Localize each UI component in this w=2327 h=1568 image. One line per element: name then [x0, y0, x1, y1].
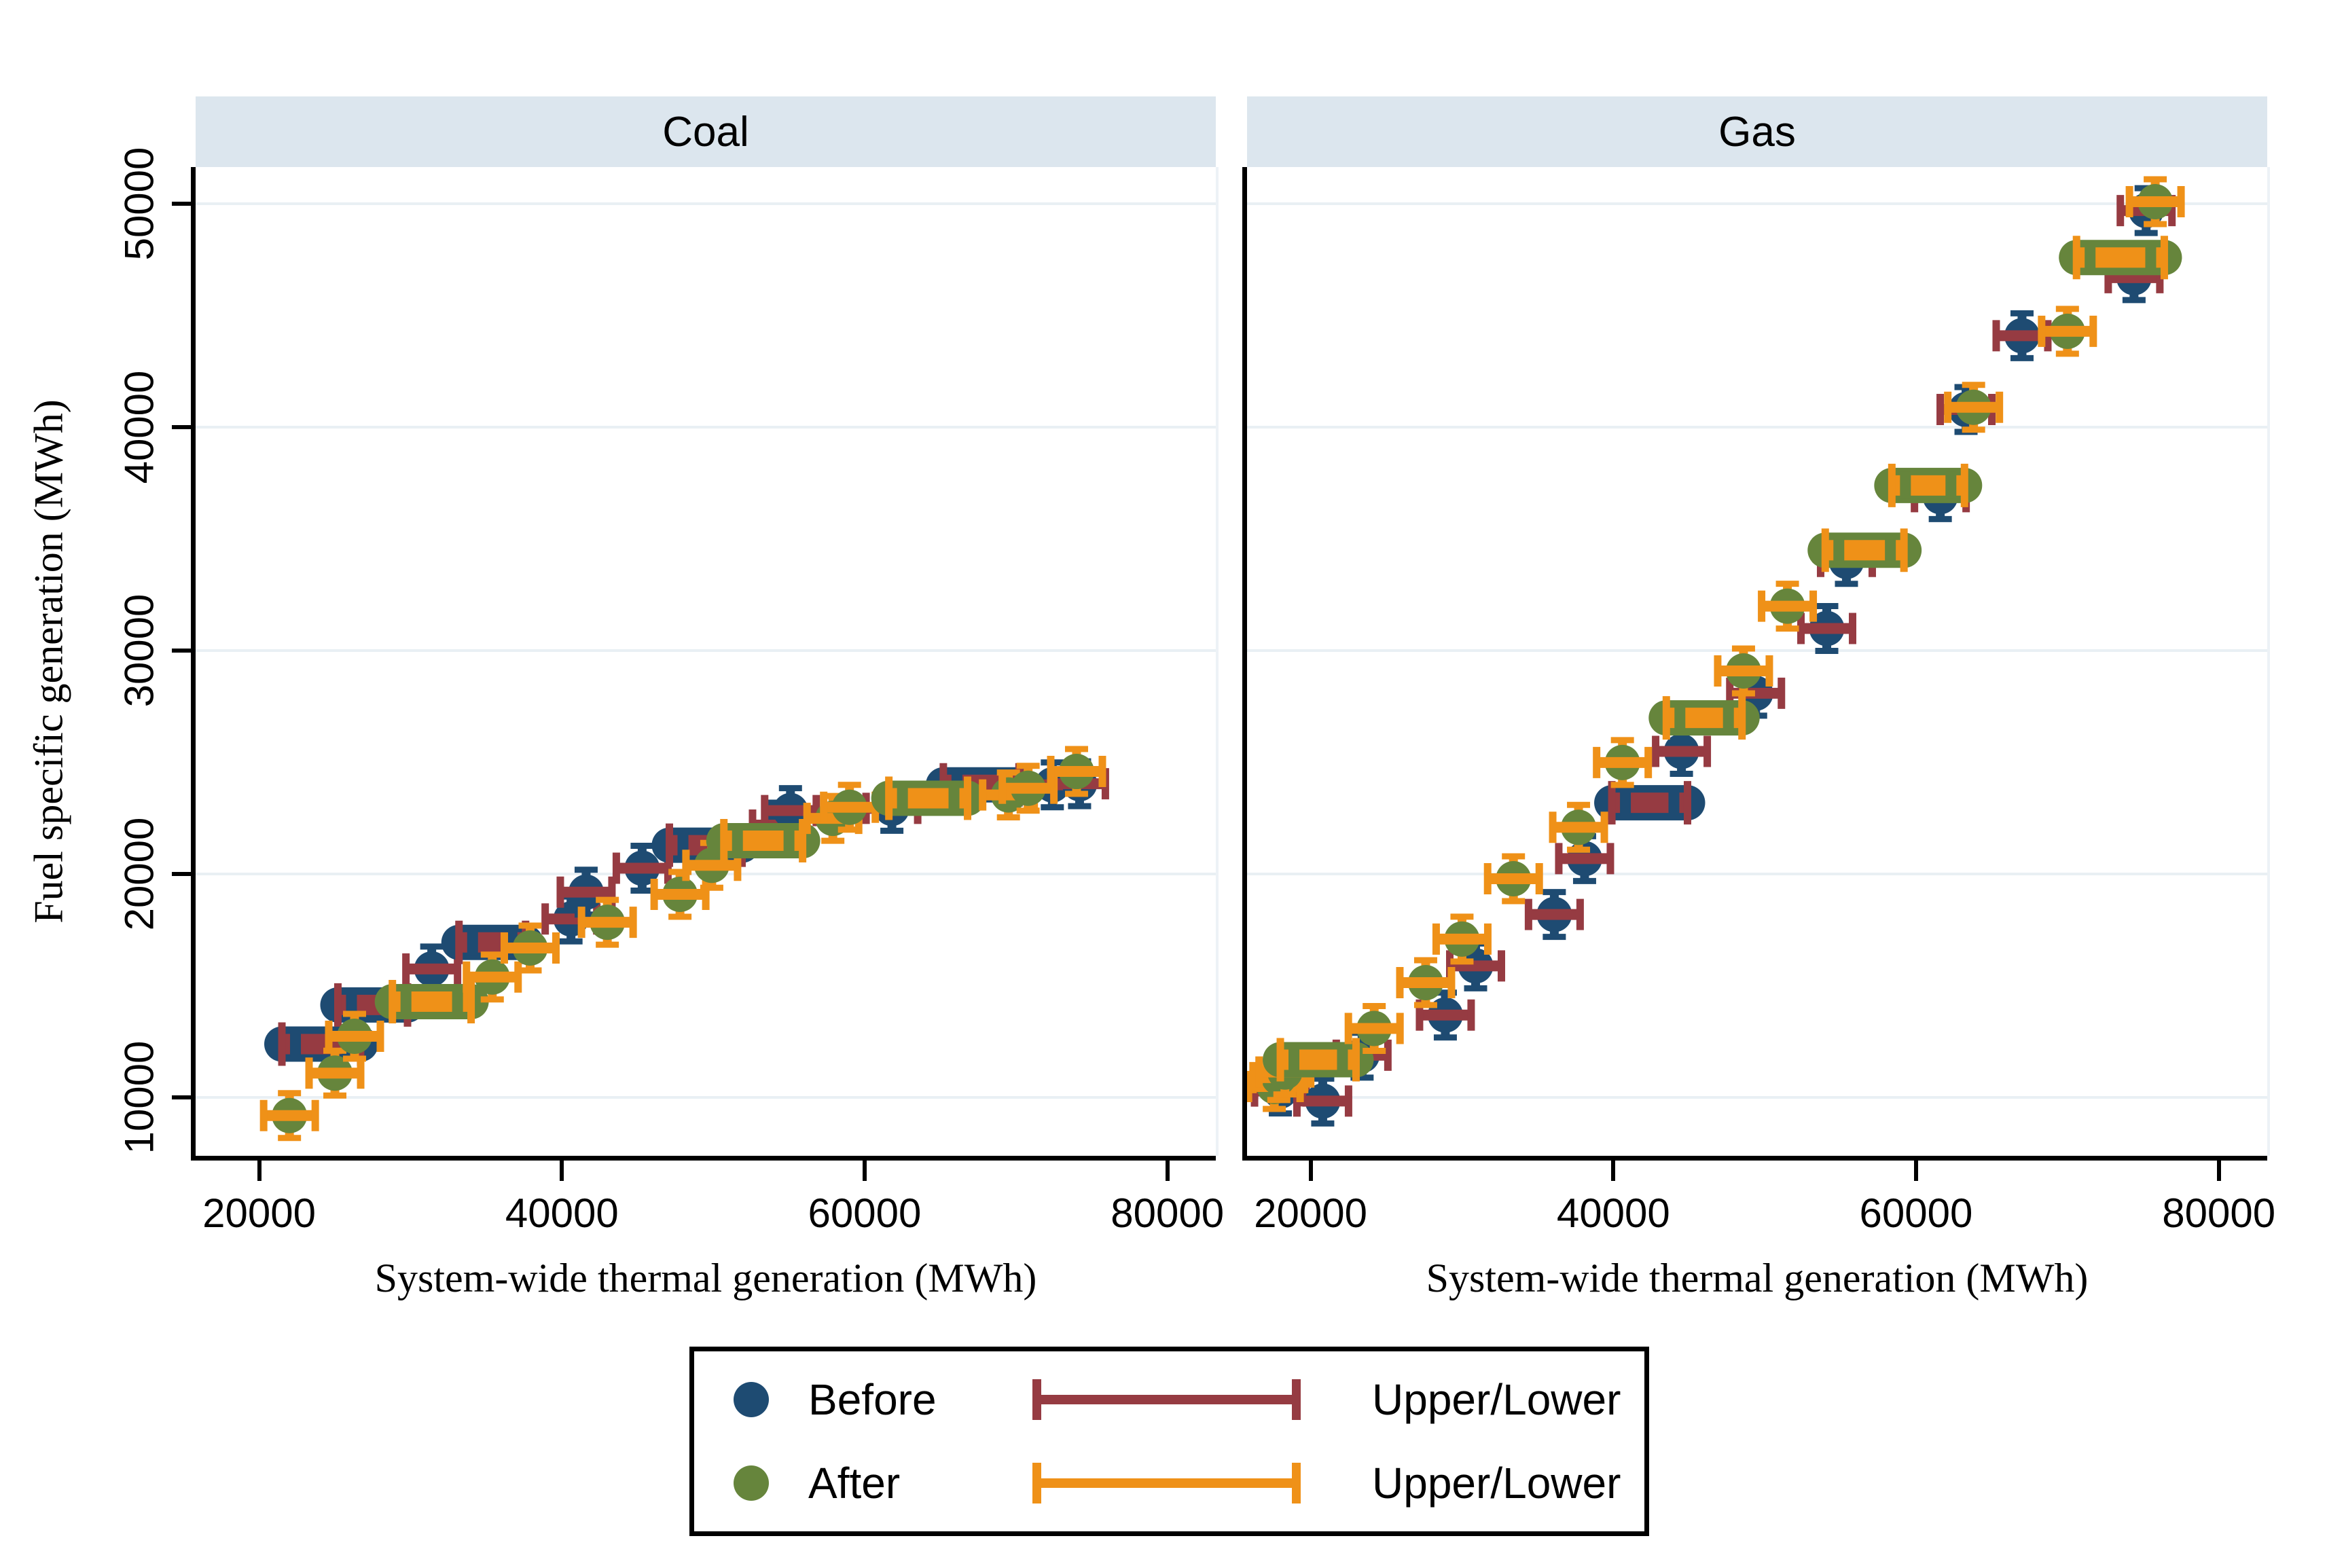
- legend-label-after: After: [808, 1458, 901, 1508]
- gridline: [1247, 1096, 2267, 1099]
- y-tick-mark: [172, 872, 191, 877]
- x-axis-spine: [1242, 1156, 2267, 1161]
- y-axis-title: Fuel specific generation (MWh): [26, 399, 71, 924]
- legend-label-upper-lower-2: Upper/Lower: [1372, 1458, 1621, 1508]
- errorbar-line: [1032, 1395, 1301, 1405]
- gridline: [1247, 649, 2267, 653]
- y-tick-label: 30000: [116, 594, 162, 708]
- upper-lower-maroon-errorbar-swatch: [1032, 1379, 1301, 1421]
- errorbar-line: [1032, 1478, 1301, 1488]
- x-tick-label: 40000: [1556, 1190, 1670, 1236]
- y-tick-mark: [172, 425, 191, 430]
- y-tick-label: 20000: [116, 817, 162, 931]
- panel-title-gas: Gas: [1718, 108, 1796, 156]
- panel-title-strip-gas: Gas: [1247, 96, 2267, 167]
- y-tick-label: 10000: [116, 1041, 162, 1154]
- gridline: [196, 649, 1216, 653]
- legend-label-before: Before: [808, 1375, 937, 1425]
- x-tick-mark: [257, 1161, 261, 1181]
- x-tick-label: 60000: [808, 1190, 922, 1236]
- errorbar-right-cap: [1292, 1379, 1301, 1421]
- x-tick-mark: [1611, 1161, 1616, 1181]
- gridline: [1247, 873, 2267, 876]
- x-tick-mark: [862, 1161, 867, 1181]
- y-axis-spine: [191, 167, 196, 1161]
- y-tick-label: 50000: [116, 147, 162, 261]
- plot-right-edge: [1216, 167, 1219, 1156]
- x-tick-label: 20000: [1254, 1190, 1368, 1236]
- gridline: [1247, 202, 2267, 206]
- x-axis-title-gas: System-wide thermal generation (MWh): [1426, 1256, 2089, 1300]
- x-tick-label: 80000: [2162, 1190, 2276, 1236]
- plot-right-edge: [2267, 167, 2270, 1156]
- y-tick-label: 40000: [116, 370, 162, 484]
- gridline: [196, 1096, 1216, 1099]
- gridline: [196, 426, 1216, 429]
- y-tick-mark: [172, 202, 191, 206]
- legend: Before Upper/Lower After Upper/Lower: [689, 1347, 1649, 1536]
- panel-title-coal: Coal: [662, 108, 749, 156]
- x-tick-label: 60000: [1859, 1190, 1973, 1236]
- plot-area-gas: [1247, 167, 2267, 1156]
- x-tick-label: 40000: [505, 1190, 619, 1236]
- x-axis-title-coal: System-wide thermal generation (MWh): [374, 1256, 1037, 1300]
- before-dot-swatch: [734, 1382, 769, 1418]
- y-tick-mark: [172, 649, 191, 653]
- panel-title-strip-coal: Coal: [196, 96, 1216, 167]
- plot-area-coal: [196, 167, 1216, 1156]
- upper-lower-orange-errorbar-swatch: [1032, 1462, 1301, 1503]
- x-tick-mark: [2216, 1161, 2221, 1181]
- x-tick-label: 20000: [202, 1190, 317, 1236]
- scatter-points-coal: [259, 746, 1109, 1142]
- gridline: [1247, 426, 2267, 429]
- x-tick-mark: [1913, 1161, 1918, 1181]
- errorbar-right-cap: [1292, 1462, 1301, 1503]
- after-dot-swatch: [734, 1465, 769, 1501]
- scatter-points-gas: [1247, 176, 2185, 1127]
- y-axis-spine: [1242, 167, 1247, 1161]
- x-axis-spine: [191, 1156, 1216, 1161]
- x-tick-mark: [1308, 1161, 1313, 1181]
- legend-label-upper-lower-1: Upper/Lower: [1372, 1375, 1621, 1425]
- y-tick-mark: [172, 1095, 191, 1100]
- x-tick-mark: [560, 1161, 564, 1181]
- x-tick-mark: [1165, 1161, 1170, 1181]
- gridline: [196, 202, 1216, 206]
- x-tick-label: 80000: [1111, 1190, 1225, 1236]
